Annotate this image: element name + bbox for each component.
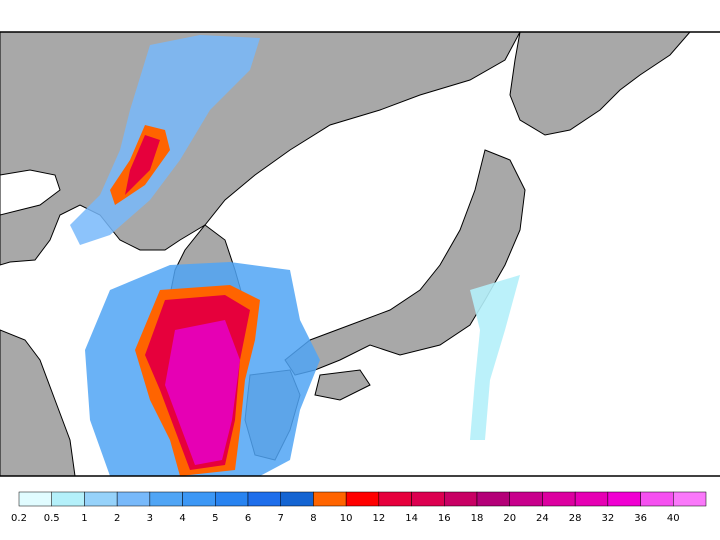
legend-tick-label: 24 [536, 513, 549, 524]
legend-tick-label: 4 [179, 513, 185, 524]
color-legend: 0.2 0.5 1 2 3 4 5 6 7 8 10 12 14 16 18 20 24 28 32 36 40 [11, 491, 707, 524]
precip-north-core-inner [125, 135, 160, 195]
legend-tick-label: 2 [114, 513, 120, 524]
legend-tick-label: 0.5 [44, 513, 60, 524]
legend-tick-label: 12 [372, 513, 385, 524]
legend-swatch [149, 491, 183, 507]
legend-tick-label: 8 [310, 513, 316, 524]
legend-swatch [182, 491, 216, 507]
legend-tick-label: 7 [278, 513, 284, 524]
legend-swatch [378, 491, 412, 507]
legend-swatch [116, 491, 151, 507]
legend-swatch [18, 491, 52, 507]
bohai-sea [0, 169, 61, 216]
legend-tick-label: 10 [340, 513, 353, 524]
legend-tick-label: 28 [569, 513, 582, 524]
legend-tick-label: 6 [245, 513, 251, 524]
legend-swatch [411, 491, 445, 507]
legend-swatch [607, 491, 641, 507]
legend-tick-label: 1 [81, 513, 87, 524]
land-hokkaido [509, 31, 692, 136]
legend-swatch [84, 491, 118, 507]
land-honshu [284, 149, 526, 376]
legend-tick-label: 32 [601, 513, 614, 524]
legend-swatch [673, 491, 707, 507]
precip-south-core [165, 320, 240, 465]
land-shikoku [314, 369, 371, 401]
legend-tick-label: 5 [212, 513, 218, 524]
map [0, 31, 720, 477]
legend-swatch [640, 491, 674, 507]
legend-tick-label: 18 [471, 513, 484, 524]
legend-tick-label: 16 [438, 513, 451, 524]
legend-swatch [542, 491, 576, 507]
legend-tick-label: 36 [634, 513, 647, 524]
legend-swatch [444, 491, 478, 507]
legend-tick-label: 3 [147, 513, 153, 524]
legend-swatch [509, 491, 543, 507]
legend-tick-label: 14 [405, 513, 418, 524]
legend-tick-label: 20 [503, 513, 516, 524]
legend-swatch [247, 491, 281, 507]
legend-swatch [280, 491, 314, 507]
legend-swatch [345, 491, 380, 507]
legend-swatch [476, 491, 510, 507]
legend-swatch [574, 491, 609, 507]
precip-east [470, 275, 520, 440]
legend-swatch [313, 491, 347, 507]
legend-swatch [215, 491, 249, 507]
legend-swatch [51, 491, 85, 507]
legend-tick-label: 40 [667, 513, 680, 524]
legend-tick-label: 0.2 [11, 513, 27, 524]
